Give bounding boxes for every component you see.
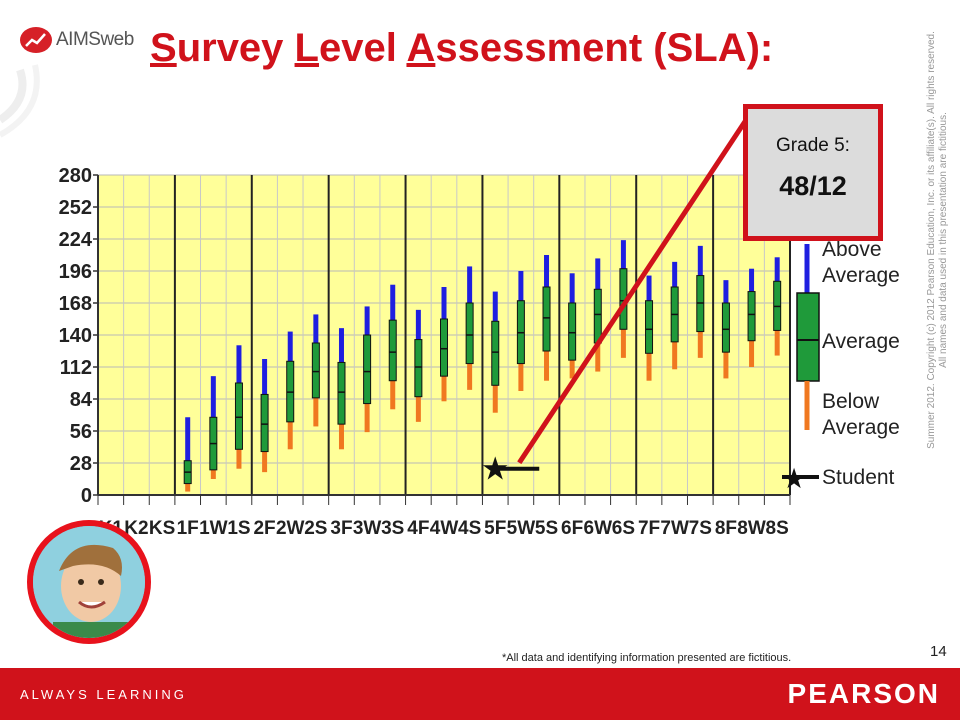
callout-pointer-line	[517, 118, 749, 465]
y-tick-label: 196	[59, 261, 92, 283]
copyright-line-1: Summer 2012. Copyright (c) 2012 Pearson …	[926, 31, 937, 449]
average-box	[465, 302, 474, 365]
x-tick-label: 8S	[766, 518, 789, 539]
title-initial-s: S	[150, 26, 177, 70]
average-box	[747, 291, 756, 342]
y-tick-label: 140	[59, 325, 92, 347]
legend-above-label: Above Average	[822, 238, 900, 287]
x-tick-label: 8W	[737, 518, 766, 539]
average-box	[311, 342, 320, 399]
average-box	[388, 319, 397, 382]
x-tick-label: 3W	[353, 518, 382, 539]
chart-legend: Above Average Average Below Average Studen…	[781, 238, 899, 494]
average-box	[645, 300, 654, 354]
x-tick-label: 5W	[507, 518, 536, 539]
legend-average-box	[796, 292, 820, 382]
callout-label: Grade 5:	[776, 135, 850, 156]
x-tick-label: 2F	[253, 518, 275, 539]
x-tick-label: 2S	[304, 518, 327, 539]
decorative-swirl	[0, 64, 40, 138]
legend-label-line-2: Average	[822, 416, 900, 439]
average-box	[440, 318, 448, 377]
x-tick-label: 4W	[430, 518, 459, 539]
logo-chart-icon	[20, 27, 52, 53]
y-tick-label: 84	[70, 389, 93, 411]
x-tick-label: 3F	[330, 518, 352, 539]
average-box	[568, 302, 577, 361]
x-tick-label: 5S	[535, 518, 558, 539]
x-tick-label: 4S	[458, 518, 481, 539]
x-tick-label: 2W	[276, 518, 305, 539]
average-box	[260, 393, 269, 453]
x-tick-label: 7S	[689, 518, 712, 539]
y-tick-label: 168	[59, 293, 92, 315]
title-part: urvey	[176, 26, 295, 70]
average-box	[491, 320, 500, 386]
x-tick-label: 1W	[199, 518, 228, 539]
x-tick-label: 6F	[561, 518, 583, 539]
aimsweb-logo: AIMSweb	[20, 26, 150, 54]
x-tick-label: 1F	[177, 518, 199, 539]
average-box	[363, 334, 372, 405]
x-tick-label: 8F	[715, 518, 737, 539]
title-part: ssessment (SLA):	[435, 26, 774, 70]
y-tick-label: 0	[81, 485, 92, 507]
x-tick-label: K2	[124, 518, 148, 539]
x-tick-label: 7W	[660, 518, 689, 539]
logo-text: AIMSweb	[56, 29, 134, 50]
average-box	[542, 286, 551, 352]
y-tick-label: 252	[59, 197, 92, 219]
x-tick-label: 4F	[407, 518, 429, 539]
x-tick-label: 6S	[612, 518, 635, 539]
average-box	[337, 361, 346, 425]
x-tick-label: 5F	[484, 518, 506, 539]
title-part: evel	[318, 26, 407, 70]
average-box	[593, 288, 602, 344]
callout-value: 48/12	[779, 171, 847, 201]
footer-bar: ALWAYS LEARNING PEARSON	[0, 668, 960, 720]
student-photo	[27, 520, 151, 644]
legend-label-line-2: Average	[822, 264, 900, 287]
x-tick-label: KS	[149, 518, 175, 539]
title-initial-l: L	[294, 26, 319, 70]
pearson-logo: PEARSON	[787, 678, 940, 709]
average-box	[721, 302, 730, 353]
average-box	[234, 382, 243, 450]
page-title: Survey Level Assessment (SLA):	[150, 26, 773, 71]
legend-average-label: Average	[822, 330, 900, 353]
page-number: 14	[930, 643, 947, 660]
y-tick-label: 28	[70, 453, 92, 475]
average-box	[414, 339, 423, 398]
legend-student-label: Student	[822, 466, 895, 489]
y-tick-label: 224	[59, 229, 93, 251]
x-tick-label: 7F	[638, 518, 660, 539]
legend-student-star-icon: ★	[781, 463, 806, 494]
y-tick-label: 280	[59, 165, 92, 187]
y-tick-label: 56	[70, 421, 92, 443]
grade-score-callout: Grade 5: 48/12	[743, 104, 883, 241]
legend-below-label: Below Average	[822, 390, 900, 439]
student-star-icon: ★	[481, 451, 510, 487]
x-tick-label: 6W	[584, 518, 613, 539]
x-tick-label: 1S	[227, 518, 250, 539]
always-learning-text: ALWAYS LEARNING	[20, 687, 187, 702]
x-tick-label: 3S	[381, 518, 404, 539]
fictitious-data-note: *All data and identifying information pr…	[502, 652, 792, 664]
copyright-line-2: All names and data used in this presenta…	[938, 112, 949, 368]
title-initial-a: A	[406, 26, 436, 70]
y-tick-label: 112	[60, 357, 92, 379]
